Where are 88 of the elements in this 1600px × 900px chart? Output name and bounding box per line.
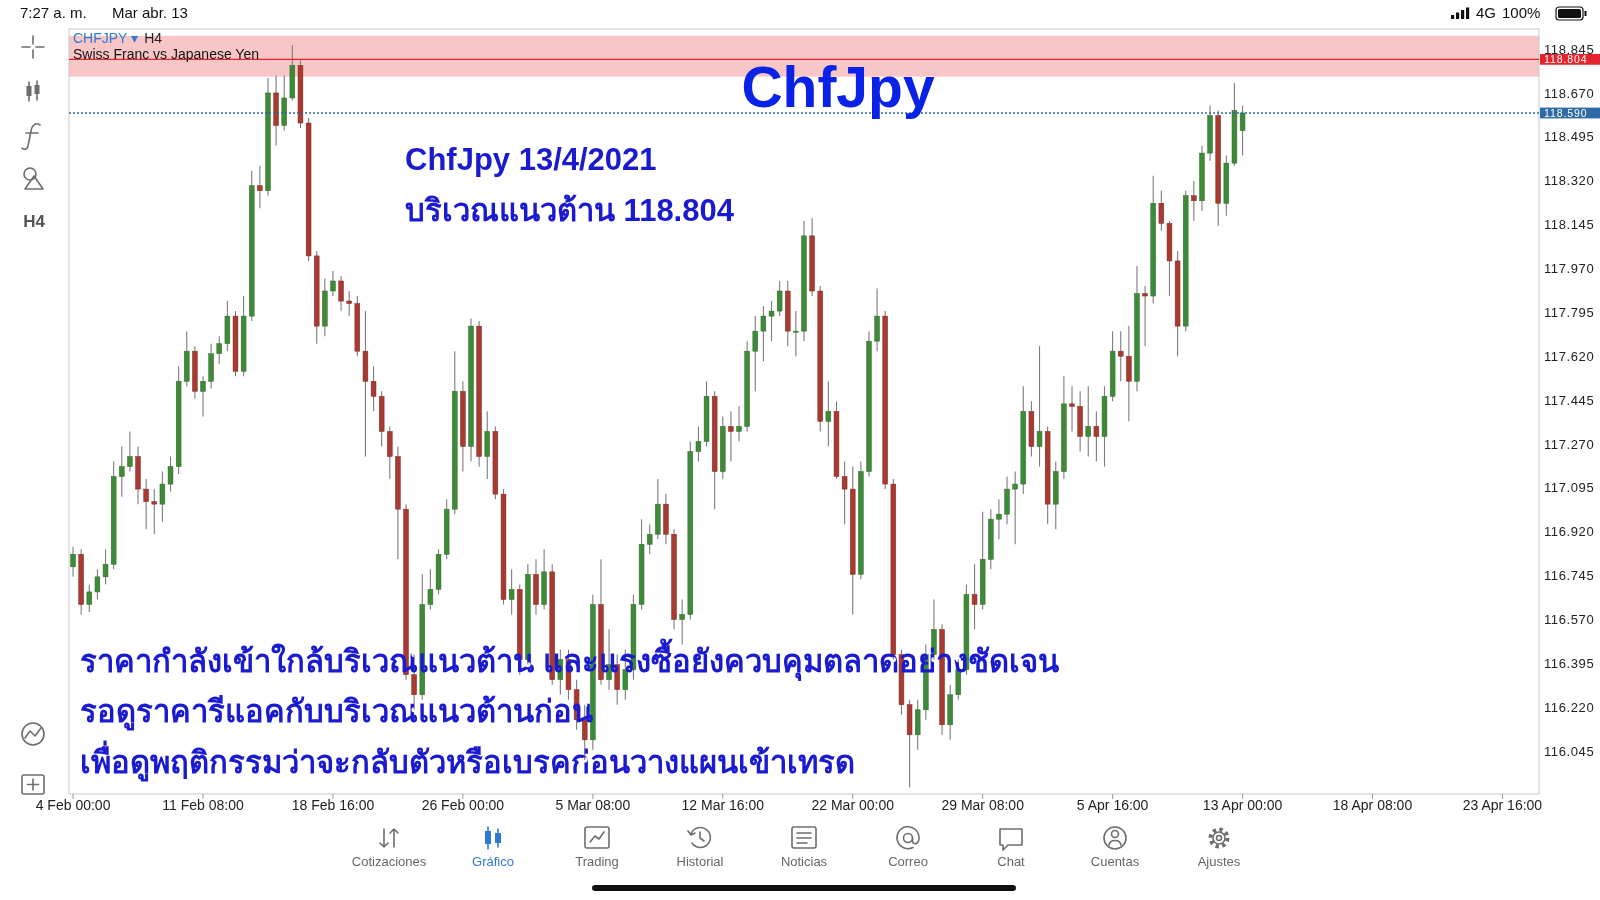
annotation: CHFJPY ▾ [73, 30, 139, 46]
candlestick [1158, 190, 1165, 232]
x-tick-label: 4 Feb 00:00 [35, 797, 111, 813]
text: Correo [888, 854, 928, 869]
candlestick [1085, 385, 1091, 458]
y-tick-label: 117.970 [1544, 261, 1595, 277]
x-tick-label: 12 Mar 16:00 [681, 797, 765, 813]
x-tick-label: 26 Feb 00:00 [421, 797, 505, 813]
x-tick-label: 22 Mar 00:00 [811, 797, 895, 813]
text: 4G [1476, 4, 1497, 21]
candlestick [1069, 385, 1075, 432]
candlestick [86, 583, 92, 613]
x-tick-label: 18 Feb 16:00 [291, 797, 375, 813]
candlestick [1142, 285, 1148, 347]
annotation: Swiss Franc vs Japanese Yen [73, 46, 259, 62]
y-tick-label: 117.795 [1544, 304, 1595, 320]
x-tick-label: 13 Apr 00:00 [1202, 797, 1283, 813]
candlestick [119, 445, 125, 498]
annotation: H4 [144, 30, 163, 46]
y-tick-label: 116.570 [1544, 612, 1595, 628]
text: Mar abr. 13 [112, 4, 188, 21]
y-tick-label: 118.320 [1544, 173, 1595, 189]
text: Gráfico [472, 854, 514, 869]
candlestick [996, 498, 1002, 540]
candlestick [70, 546, 76, 578]
candlestick [427, 568, 434, 611]
candlestick [736, 405, 742, 443]
text: Historial [676, 854, 724, 869]
candlestick [330, 270, 336, 297]
x-tick-label: 18 Apr 08:00 [1332, 797, 1413, 813]
candlestick [1036, 345, 1043, 468]
y-tick-label: 117.270 [1544, 436, 1595, 452]
y-tick-label: 117.095 [1544, 480, 1595, 496]
y-tick-label: 116.745 [1544, 568, 1595, 584]
y-tick-label: 118.145 [1544, 217, 1595, 233]
text: Cotizaciones [351, 854, 427, 869]
y-tick-label: 116.395 [1544, 655, 1595, 671]
candlestick [841, 460, 848, 525]
candlestick [776, 280, 783, 317]
text: ChfJpy 13/4/2021 [405, 142, 657, 177]
x-tick-label: 23 Apr 16:00 [1462, 797, 1543, 813]
y-tick-label: 117.620 [1544, 348, 1595, 364]
x-tick-label: 11 Feb 08:00 [162, 797, 244, 813]
candlestick [825, 380, 832, 448]
text: Chat [997, 854, 1026, 869]
candlestick [216, 335, 222, 365]
ref-line-label: 118.804 [1544, 53, 1588, 66]
candlestick [728, 410, 734, 463]
candlestick [167, 455, 174, 493]
candlestick [346, 290, 352, 317]
candlestick [647, 523, 653, 555]
candlestick [143, 478, 149, 530]
candlestick [257, 165, 263, 209]
candlestick [127, 430, 133, 473]
candlestick [760, 305, 767, 362]
text: 100% [1502, 4, 1541, 21]
y-tick-label: 117.445 [1544, 392, 1595, 408]
x-tick-label: 5 Mar 08:00 [555, 797, 631, 813]
candlestick [200, 375, 206, 417]
candlestick [159, 471, 166, 523]
ref-line-label: 118.590 [1544, 106, 1588, 119]
y-tick-label: 116.920 [1544, 524, 1595, 540]
text: ChfJpy [741, 55, 935, 119]
candlestick [971, 563, 978, 631]
y-tick-label: 116.220 [1544, 699, 1595, 715]
candlestick [1118, 330, 1124, 382]
candlestick [151, 488, 157, 535]
candlestick [768, 300, 775, 342]
annotation: บริเวณแนวต้าน 118.804 [405, 193, 735, 228]
x-tick-label: 29 Mar 08:00 [941, 797, 1025, 813]
x-tick-label: 5 Apr 16:00 [1076, 797, 1149, 813]
candlestick [1191, 180, 1197, 222]
text: 7:27 a. m. [20, 4, 87, 21]
y-tick-label: 116.045 [1544, 743, 1595, 759]
text: Cuentas [1090, 854, 1140, 869]
candlestick [1093, 410, 1100, 463]
candlestick [508, 568, 515, 616]
y-tick-label: 118.495 [1544, 129, 1595, 145]
text: H4 [23, 212, 46, 231]
text: Trading [575, 854, 619, 869]
annotation: เพื่อดูพฤติกรรมว่าจะกลับตัวหรือเบรคก่อนวางแผนเข้าเทรด [80, 740, 855, 782]
y-tick-label: 118.670 [1544, 85, 1595, 101]
candlestick [752, 315, 758, 392]
candlestick [1012, 471, 1018, 545]
text: Noticias [780, 854, 828, 869]
candlestick [793, 310, 799, 357]
candlestick [338, 275, 344, 312]
text: Ajustes [1197, 854, 1241, 869]
